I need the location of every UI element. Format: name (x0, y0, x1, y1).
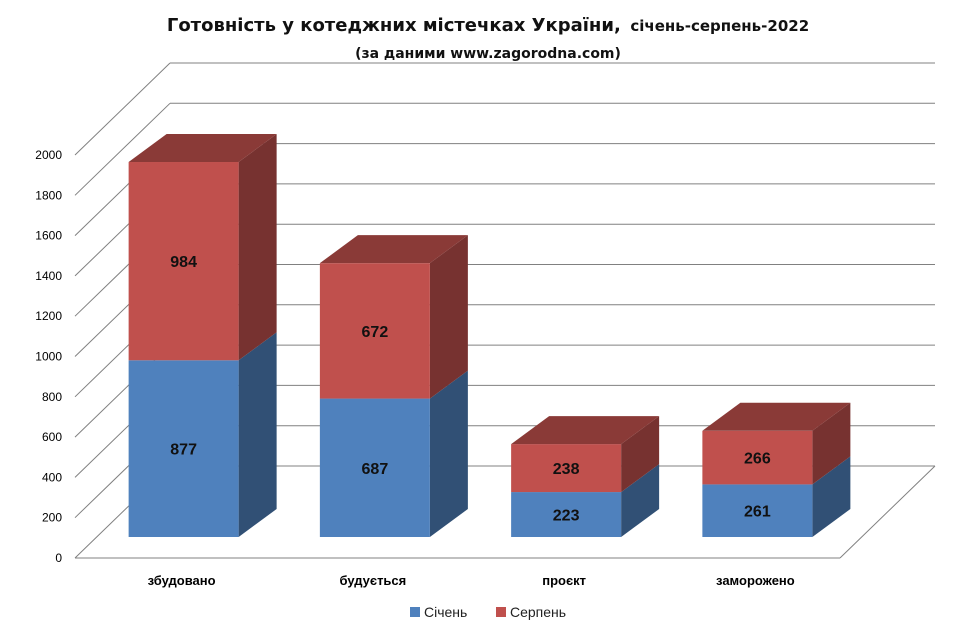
bar-side (238, 332, 277, 537)
y-tick-label: 1200 (35, 309, 62, 323)
x-tick-label: будується (339, 573, 406, 588)
bar (511, 444, 622, 493)
y-tick-label: 800 (42, 390, 62, 404)
y-tick-label: 1600 (35, 229, 62, 243)
x-axis: збудовано будується проєкт заморожено (148, 573, 795, 588)
x-tick-label: заморожено (716, 573, 795, 588)
data-label: 223 (553, 508, 580, 525)
y-tick-label: 1400 (35, 269, 62, 283)
data-label: 238 (553, 461, 580, 478)
bar-top (319, 235, 468, 264)
floor-side-edge (839, 465, 936, 559)
bar-top (128, 134, 277, 163)
bar-side (812, 456, 851, 537)
bars (128, 134, 851, 537)
data-label: 984 (170, 254, 197, 271)
legend: Січень Серпень (410, 604, 566, 620)
bar (128, 360, 239, 537)
bar (128, 162, 239, 361)
bar-top (702, 402, 851, 431)
legend-label: Січень (424, 604, 467, 620)
legend-swatch (410, 607, 420, 617)
chart-subtitle: (за даними www.zagorodna.com) (355, 46, 621, 62)
bar (319, 398, 430, 537)
data-label: 877 (170, 442, 197, 459)
y-tick-label: 200 (42, 511, 62, 525)
bar (702, 484, 813, 537)
bar-side (429, 235, 468, 399)
legend-label: Серпень (510, 604, 566, 620)
y-tick-label: 2000 (35, 148, 62, 162)
y-tick-label: 600 (42, 430, 62, 444)
x-tick-label: проєкт (542, 573, 586, 588)
chart-title: Готовність у котеджних містечках України… (167, 15, 809, 36)
y-tick-label: 1000 (35, 350, 62, 364)
y-tick-label: 0 (55, 551, 62, 565)
bar (702, 430, 813, 485)
bar (511, 492, 622, 537)
y-axis: 0 200 400 600 800 1000 1200 1400 1600 1800 2000 (35, 148, 62, 565)
data-label: 672 (362, 324, 389, 341)
gridline-side (74, 62, 171, 156)
y-tick-label: 400 (42, 470, 62, 484)
data-label: 261 (744, 504, 771, 521)
data-label: 266 (744, 451, 771, 468)
gridlines (74, 62, 936, 559)
gridline-side (74, 102, 171, 196)
legend-swatch (496, 607, 506, 617)
bar-top (511, 416, 660, 445)
x-tick-label: збудовано (148, 573, 216, 588)
bar-side (238, 134, 277, 361)
data-labels: 877 984 687 672 223 238 261 266 (170, 254, 771, 524)
bar (319, 263, 430, 399)
bar-side (621, 416, 660, 493)
data-label: 687 (362, 461, 389, 478)
y-tick-label: 1800 (35, 188, 62, 202)
bar-side (621, 464, 660, 537)
bar-side (812, 402, 851, 485)
bar-side (429, 370, 468, 537)
